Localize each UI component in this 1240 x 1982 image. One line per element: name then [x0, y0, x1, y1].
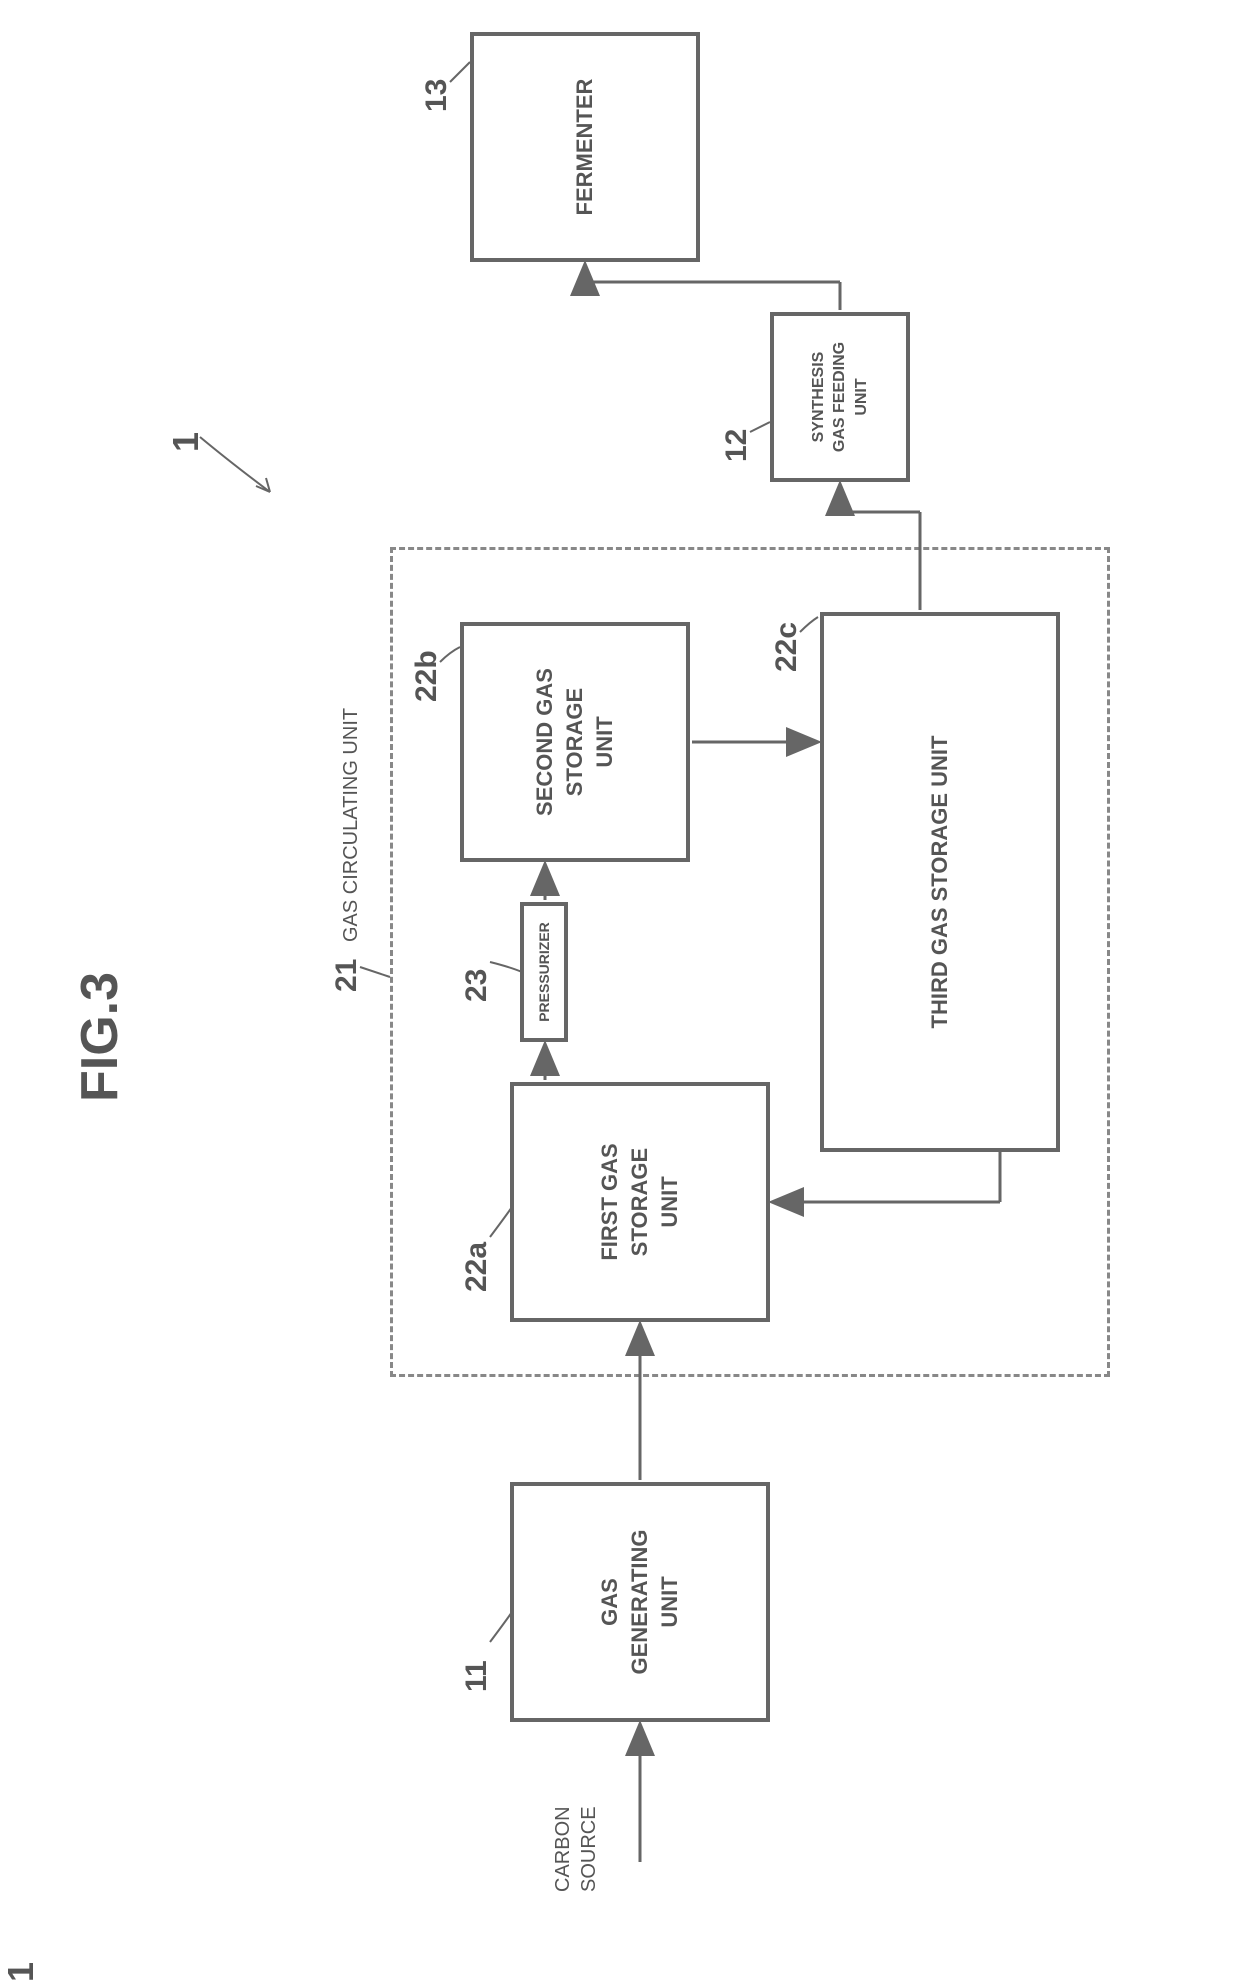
second-gas-storage-unit: SECOND GAS STORAGE UNIT [460, 622, 690, 862]
diagram-canvas: FIG.3 1 21 GAS CIRCULATING UNIT CARBON S… [0, 0, 1240, 1982]
fermenter: FERMENTER [470, 32, 700, 262]
ref-22a: 22a [460, 1242, 494, 1292]
ref-1: 1 [165, 432, 207, 452]
ref-12: 12 [720, 429, 754, 462]
circulating-ref: 21 [330, 959, 364, 992]
synthesis-gas-feeding-unit: SYNTHESIS GAS FEEDING UNIT [770, 312, 910, 482]
first-gas-storage-unit: FIRST GAS STORAGE UNIT [510, 1082, 770, 1322]
system-ref: 1 [0, 1962, 42, 1982]
carbon-source-label: CARBON SOURCE [550, 1806, 602, 1892]
ref-23: 23 [460, 969, 494, 1002]
ref-11: 11 [460, 1660, 494, 1692]
ref-13: 13 [420, 79, 454, 112]
ref-22b: 22b [410, 650, 444, 702]
ref-22c: 22c [770, 622, 804, 672]
pressurizer: PRESSURIZER [520, 902, 568, 1042]
circulating-label: GAS CIRCULATING UNIT [340, 708, 363, 942]
gas-generating-unit: GAS GENERATING UNIT [510, 1482, 770, 1722]
figure-title: FIG.3 [70, 972, 130, 1102]
third-gas-storage-unit: THIRD GAS STORAGE UNIT [820, 612, 1060, 1152]
